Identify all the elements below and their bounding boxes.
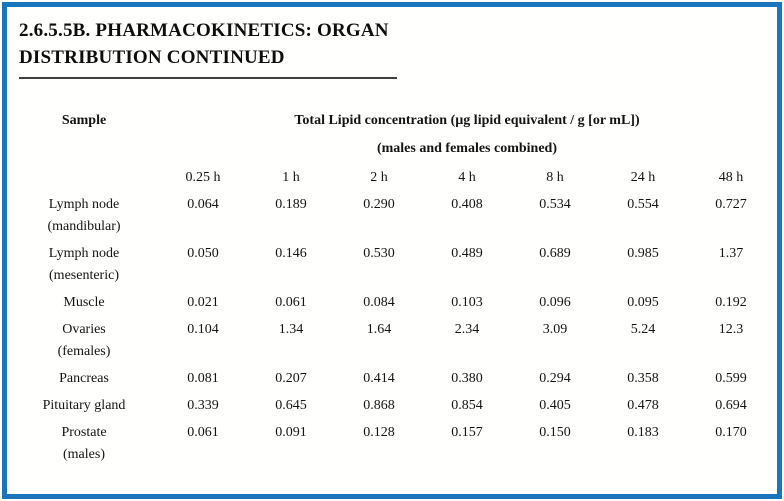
sample-label-cell: Lymph node (mandibular)	[9, 192, 159, 241]
value-cell: 0.727	[715, 197, 747, 212]
value-cell: 0.358	[627, 371, 659, 386]
value-cell: 0.095	[627, 295, 659, 310]
time-header-row: 0.25 h 1 h 2 h 4 h 8 h 24 h 48 h	[9, 165, 775, 192]
sample-label-cell: Pituitary gland	[9, 393, 159, 420]
value-cell: 0.104	[187, 322, 219, 337]
value-cell: 0.091	[275, 425, 307, 440]
sample-label: Muscle	[63, 295, 105, 310]
value-cell: 0.599	[715, 371, 747, 386]
sample-sublabel: (mesenteric)	[49, 268, 119, 283]
value-cell: 2.34	[454, 322, 480, 337]
value-cell: 0.150	[539, 425, 571, 440]
value-cell: 0.103	[451, 295, 483, 310]
value-cell: 3.09	[542, 322, 568, 337]
table-row: Pancreas 0.081 0.207 0.414 0.380 0.294 0…	[9, 366, 775, 393]
value-cell: 0.207	[275, 371, 307, 386]
time-header: 24 h	[630, 170, 656, 185]
document-title: 2.6.5.5B. PHARMACOKINETICS: ORGAN DISTRI…	[7, 7, 777, 71]
sample-label-cell: Muscle	[9, 290, 159, 317]
time-header: 0.25 h	[185, 170, 221, 185]
value-cell: 0.050	[187, 246, 219, 261]
value-cell: 0.694	[715, 398, 747, 413]
sample-sublabel: (mandibular)	[47, 219, 121, 234]
table-header: Sample Total Lipid concentration (µg lip…	[9, 111, 775, 159]
value-cell: 0.081	[187, 371, 219, 386]
value-cell: 0.489	[451, 246, 483, 261]
value-cell: 0.290	[363, 197, 395, 212]
value-cell: 0.096	[539, 295, 571, 310]
value-cell: 0.084	[363, 295, 395, 310]
value-cell: 0.534	[539, 197, 571, 212]
value-cell: 0.192	[715, 295, 747, 310]
sample-label: Pancreas	[59, 371, 109, 386]
value-cell: 0.157	[451, 425, 483, 440]
value-cell: 0.170	[715, 425, 747, 440]
time-header: 8 h	[546, 170, 564, 185]
table-row: Ovaries (females) 0.104 1.34 1.64 2.34 3…	[9, 317, 775, 366]
value-cell: 0.021	[187, 295, 219, 310]
group-header-units: Total Lipid concentration (µg lipid equi…	[294, 113, 640, 128]
value-cell: 0.414	[363, 371, 395, 386]
value-cell: 0.868	[363, 398, 395, 413]
sample-label: Pituitary gland	[42, 398, 126, 413]
sample-label-cell: Lymph node (mesenteric)	[9, 241, 159, 290]
value-cell: 12.3	[718, 322, 744, 337]
sample-label: Prostate	[61, 425, 107, 440]
time-header: 2 h	[370, 170, 388, 185]
value-cell: 0.554	[627, 197, 659, 212]
sample-label: Lymph node	[48, 246, 120, 261]
table-row: Lymph node (mandibular) 0.064 0.189 0.29…	[9, 192, 775, 241]
title-line-2: DISTRIBUTION CONTINUED	[19, 47, 285, 68]
table-row: Muscle 0.021 0.061 0.084 0.103 0.096 0.0…	[9, 290, 775, 317]
value-cell: 0.128	[363, 425, 395, 440]
time-header: 48 h	[718, 170, 744, 185]
value-cell: 0.183	[627, 425, 659, 440]
organ-distribution-table: Sample Total Lipid concentration (µg lip…	[9, 111, 775, 469]
title-line-1: 2.6.5.5B. PHARMACOKINETICS: ORGAN	[19, 20, 389, 41]
value-cell: 0.061	[275, 295, 307, 310]
value-cell: 5.24	[630, 322, 656, 337]
sample-label: Ovaries	[62, 322, 106, 337]
value-cell: 0.530	[363, 246, 395, 261]
value-cell: 0.478	[627, 398, 659, 413]
sample-label-cell: Prostate (males)	[9, 420, 159, 469]
value-cell: 0.189	[275, 197, 307, 212]
value-cell: 0.854	[451, 398, 483, 413]
time-header: 4 h	[458, 170, 476, 185]
sample-label: Lymph node	[48, 197, 120, 212]
concentration-group-header: Total Lipid concentration (µg lipid equi…	[159, 111, 775, 159]
sample-sublabel: (males)	[63, 447, 105, 462]
sample-column-header: Sample	[61, 113, 107, 128]
value-cell: 0.061	[187, 425, 219, 440]
value-cell: 0.294	[539, 371, 571, 386]
value-cell: 0.064	[187, 197, 219, 212]
value-cell: 0.380	[451, 371, 483, 386]
value-cell: 0.689	[539, 246, 571, 261]
value-cell: 0.146	[275, 246, 307, 261]
sample-label-cell: Pancreas	[9, 366, 159, 393]
value-cell: 1.34	[278, 322, 304, 337]
data-table: 0.25 h 1 h 2 h 4 h 8 h 24 h 48 h Lymph n…	[9, 165, 775, 469]
value-cell: 0.985	[627, 246, 659, 261]
table-row: Prostate (males) 0.061 0.091 0.128 0.157…	[9, 420, 775, 469]
title-underline	[19, 77, 397, 79]
group-header-population: (males and females combined)	[376, 141, 558, 156]
table-row: Pituitary gland 0.339 0.645 0.868 0.854 …	[9, 393, 775, 420]
value-cell: 1.64	[366, 322, 392, 337]
value-cell: 1.37	[718, 246, 744, 261]
value-cell: 0.408	[451, 197, 483, 212]
value-cell: 0.645	[275, 398, 307, 413]
value-cell: 0.405	[539, 398, 571, 413]
spacer-cell	[9, 165, 159, 192]
value-cell: 0.339	[187, 398, 219, 413]
sample-label-cell: Ovaries (females)	[9, 317, 159, 366]
time-header: 1 h	[282, 170, 300, 185]
table-row: Lymph node (mesenteric) 0.050 0.146 0.53…	[9, 241, 775, 290]
sample-sublabel: (females)	[57, 344, 111, 359]
